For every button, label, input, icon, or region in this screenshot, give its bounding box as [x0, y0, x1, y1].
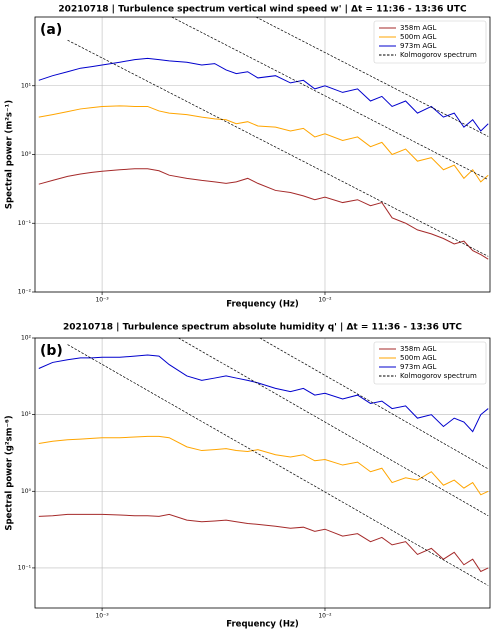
series-line [38, 105, 489, 183]
legend-box [373, 341, 487, 385]
x-axis-label: Frequency (Hz) [226, 620, 299, 630]
y-tick-label: 10² [21, 335, 32, 342]
y-axis-label: Spectral power (g²sm⁻⁶) [5, 415, 15, 530]
panel-label: (b) [40, 343, 63, 359]
legend-label: 358m AGL [400, 345, 436, 353]
legend-label: 973m AGL [400, 42, 436, 50]
legend-label: 973m AGL [400, 363, 436, 371]
series-line [38, 168, 489, 260]
y-tick-label: 10⁰ [21, 488, 32, 495]
kolmogorov-line [178, 338, 489, 517]
chart-title: 20210718 | Turbulence spectrum absolute … [63, 323, 462, 333]
series-line [38, 513, 489, 573]
chart-title: 20210718 | Turbulence spectrum vertical … [58, 5, 467, 15]
series-line [38, 354, 489, 433]
plot-frame [34, 337, 491, 609]
x-axis-label: Frequency (Hz) [226, 300, 299, 310]
panel-label: (a) [40, 22, 62, 38]
y-tick-label: 10¹ [21, 411, 32, 418]
x-tick-label: 10⁻³ [95, 613, 109, 620]
kolmogorov-line [67, 39, 489, 257]
y-tick-label: 10⁰ [21, 151, 32, 158]
legend-label: Kolmogorov spectrum [400, 372, 477, 380]
plot-frame [34, 16, 491, 293]
y-axis-label: Spectral power (m²s⁻¹) [5, 100, 15, 209]
x-tick-label: 10⁻² [318, 297, 332, 304]
plot-area [38, 338, 489, 586]
y-tick-label: 10⁻¹ [18, 220, 32, 227]
kolmogorov-line [171, 17, 489, 181]
legend-label: 500m AGL [400, 33, 436, 41]
x-tick-label: 10⁻² [318, 613, 332, 620]
series-line [38, 57, 489, 132]
y-tick-label: 10⁻² [18, 289, 32, 296]
y-tick-label: 10¹ [21, 82, 32, 89]
kolmogorov-line [67, 344, 489, 586]
y-tick-label: 10⁻¹ [18, 564, 32, 571]
legend-box [373, 20, 487, 64]
legend-label: 358m AGL [400, 24, 436, 32]
plot-area [38, 17, 489, 260]
x-tick-label: 10⁻³ [95, 297, 109, 304]
series-line [38, 435, 489, 496]
legend-label: 500m AGL [400, 354, 436, 362]
legend-label: Kolmogorov spectrum [400, 51, 477, 59]
kolmogorov-line [255, 17, 489, 137]
